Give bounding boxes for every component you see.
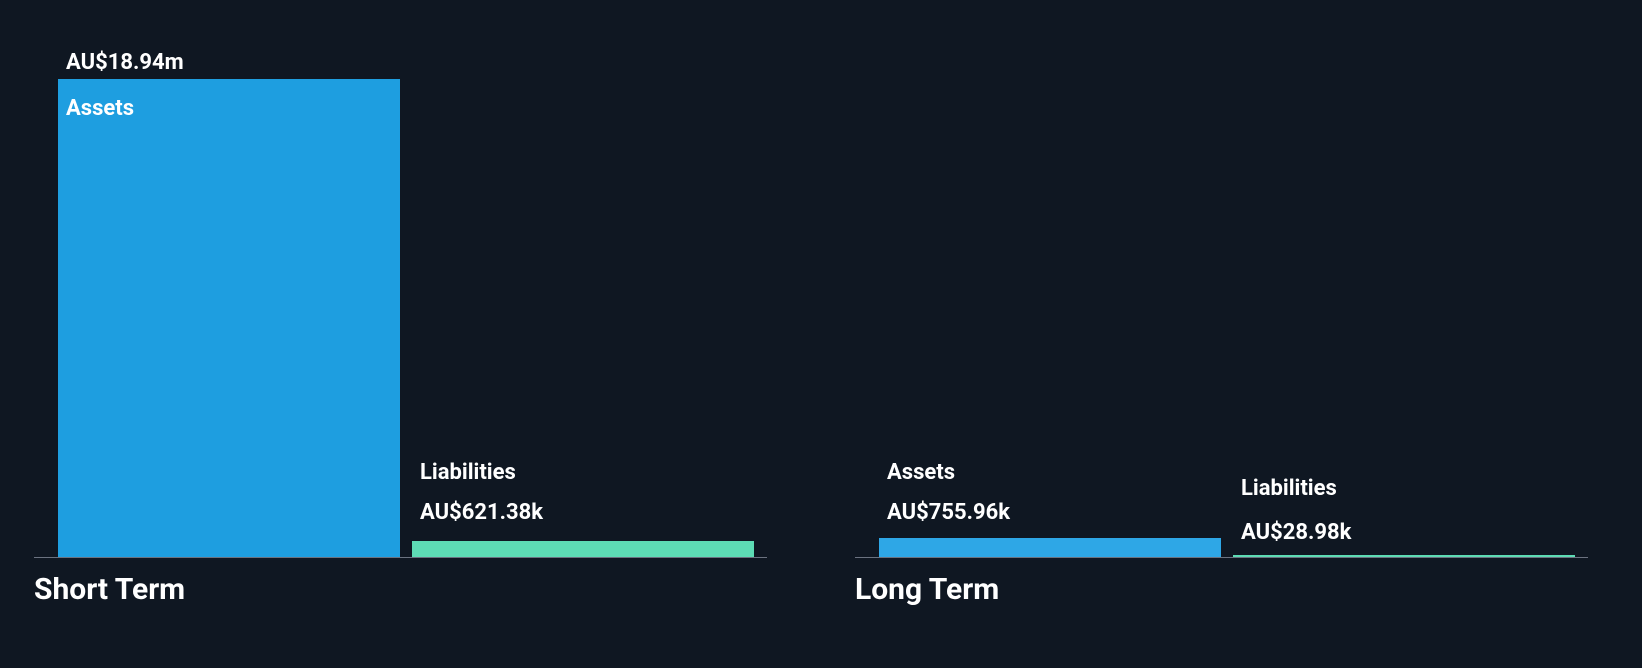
category-title-long-term: Long Term <box>855 572 999 607</box>
value-short-term-assets: AU$18.94m <box>66 50 184 75</box>
baseline <box>855 557 1588 558</box>
bar-long-term-assets <box>879 538 1221 557</box>
value-long-term-liabilities: AU$28.98k <box>1241 520 1351 545</box>
series-short-term-liabilities: Liabilities <box>420 460 516 485</box>
chart-area-short-term: AU$18.94m Assets AU$621.38k Liabilities <box>34 0 767 558</box>
series-short-term-assets: Assets <box>66 96 134 121</box>
series-long-term-liabilities: Liabilities <box>1241 476 1337 501</box>
value-long-term-assets: AU$755.96k <box>887 500 1010 525</box>
value-short-term-liabilities: AU$621.38k <box>420 500 543 525</box>
bar-long-term-liabilities <box>1233 555 1575 557</box>
baseline <box>34 557 767 558</box>
panel-long-term: AU$755.96k Assets AU$28.98k Liabilities … <box>821 0 1642 668</box>
chart-root: AU$18.94m Assets AU$621.38k Liabilities … <box>0 0 1642 668</box>
chart-area-long-term: AU$755.96k Assets AU$28.98k Liabilities <box>855 0 1588 558</box>
category-title-short-term: Short Term <box>34 572 185 607</box>
series-long-term-assets: Assets <box>887 460 955 485</box>
bar-short-term-liabilities <box>412 541 754 557</box>
bar-short-term-assets <box>58 79 400 557</box>
panel-short-term: AU$18.94m Assets AU$621.38k Liabilities … <box>0 0 821 668</box>
